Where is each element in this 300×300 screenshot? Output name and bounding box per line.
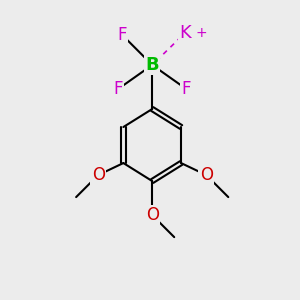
Text: O: O (146, 206, 159, 224)
Text: F: F (113, 80, 123, 98)
Text: B: B (146, 56, 159, 74)
Text: F: F (117, 26, 127, 44)
Text: F: F (182, 80, 191, 98)
Text: K: K (179, 24, 191, 42)
Text: O: O (92, 166, 105, 184)
Text: O: O (200, 166, 213, 184)
Text: +: + (195, 26, 207, 40)
